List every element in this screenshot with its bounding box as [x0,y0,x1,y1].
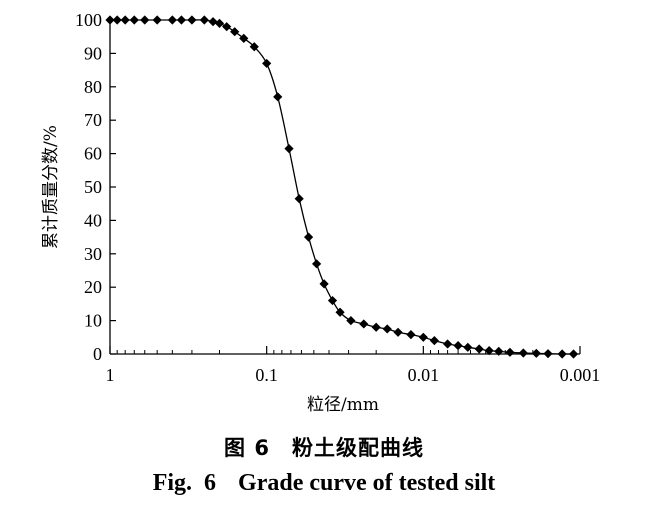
data-point [208,17,218,27]
data-point [230,27,240,37]
data-point [568,349,579,359]
series-line [109,19,574,355]
x-tick-label: 1 [106,365,115,385]
data-point [214,18,225,28]
data-point [346,316,356,326]
data-point [199,15,209,25]
x-tick-label: 0.1 [255,365,278,385]
data-point [335,307,345,317]
data-point [418,332,428,342]
data-point [557,349,567,359]
data-point [453,341,463,351]
data-point [463,342,473,352]
y-tick-label: 10 [84,311,102,331]
data-point [518,348,528,358]
figure-title-cn: 粉土级配曲线 [291,436,424,460]
data-point [120,15,130,25]
data-point [187,15,197,25]
data-point [239,33,249,43]
y-tick-label: 100 [75,10,102,30]
data-point [176,15,187,25]
data-point [312,259,322,269]
axis-ticks [109,19,581,355]
data-point [474,344,484,354]
data-point [371,322,381,332]
y-tick-label: 30 [84,244,102,264]
series-markers [105,15,579,359]
y-axis-label: 累计质量分数/% [41,125,61,249]
y-tick-label: 60 [84,144,102,164]
data-point [222,22,232,32]
figure-title-en: Grade curve of tested silt [238,470,496,496]
figure-number-en: Fig. 6 [152,470,217,496]
data-point [505,347,515,357]
data-point [319,279,329,289]
data-point [494,346,504,356]
data-point [303,232,314,242]
y-tick-label: 50 [84,177,102,197]
data-point [105,15,115,25]
axes [109,20,580,355]
y-tick-label: 0 [93,344,102,364]
data-point [294,194,304,204]
data-point [140,15,150,25]
data-point [327,295,338,306]
data-point [284,143,294,154]
data-point [406,330,416,340]
data-point [382,324,392,334]
data-point [359,319,369,329]
data-point [262,58,272,69]
data-point [429,336,439,346]
grading-curve-chart: 0 10 20 30 40 50 60 70 80 90 100 1 0.1 0.01 0.001 粒径/m… [41,10,600,415]
data-point [531,348,541,358]
y-tick-label: 70 [84,110,102,130]
x-tick-label: 0.01 [408,365,440,385]
x-axis-label: 粒径/mm [307,395,379,415]
figure-caption-cn: 图 6 粉土级配曲线 [0,432,648,462]
data-point [167,15,177,25]
data-point [273,92,283,102]
data-point [129,15,139,25]
y-tick-label: 40 [84,210,102,230]
data-point [543,349,553,359]
data-point [112,15,122,25]
y-tick-label: 80 [84,77,102,97]
data-point [393,327,403,337]
x-tick-label: 0.001 [560,365,601,385]
figure-number-cn: 图 6 [224,436,270,460]
tick-labels: 0 10 20 30 40 50 60 70 80 90 100 1 0.1 0.01 0.001 [75,10,600,385]
data-point [443,339,453,349]
data-point [152,15,162,25]
figure-caption-en: Fig. 6 Grade curve of tested silt [0,470,648,497]
y-tick-label: 20 [84,277,102,297]
data-point [484,346,494,356]
data-point [249,42,259,52]
y-tick-label: 90 [84,43,102,63]
